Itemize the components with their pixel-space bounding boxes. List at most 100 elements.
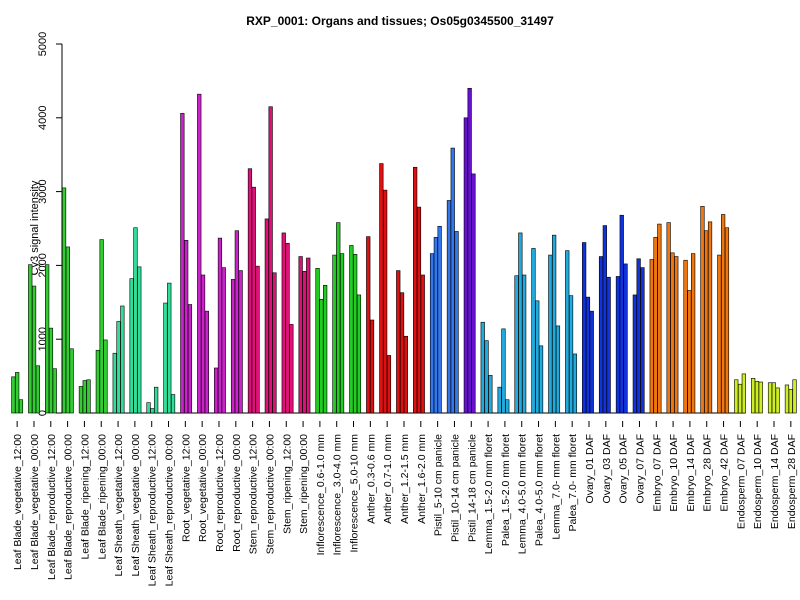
bar xyxy=(45,264,50,414)
bar xyxy=(180,113,185,414)
x-tick-label: Leaf Blade_ripening_00:00 xyxy=(96,434,108,560)
bar xyxy=(767,382,773,414)
x-tick-label: Inflorescence_3.0-4.0 mm xyxy=(332,434,344,556)
x-tick-label: Pistil_14-18 cm panicle xyxy=(466,434,478,542)
x-tick-label: Embryo_28 DAF xyxy=(702,434,714,512)
x-tick-label: Embryo_10 DAF xyxy=(668,434,680,512)
bar xyxy=(272,272,277,414)
x-tick-label: Palea_1.5-2.0 mm floret xyxy=(500,434,512,546)
bar xyxy=(221,267,226,414)
x-tick-label: Lemma_7.0- mm floret xyxy=(550,434,562,540)
bar xyxy=(112,352,117,414)
x-tick-label: Ovary_05 DAF xyxy=(618,434,630,503)
bar xyxy=(589,310,594,414)
bar xyxy=(721,214,726,414)
bar xyxy=(565,250,570,414)
bar xyxy=(674,256,679,414)
bar xyxy=(497,386,502,414)
bar xyxy=(568,295,574,414)
y-tick-label: 3000 xyxy=(37,179,49,203)
bar xyxy=(501,328,506,414)
x-tick-label: Leaf Sheath_reproductive_00:00 xyxy=(164,434,176,587)
bar xyxy=(247,168,253,414)
y-axis-label: Cy3 signal intensity xyxy=(29,180,41,275)
x-tick-label: Leaf Blade_vegetative_12:00 xyxy=(12,434,24,570)
bar xyxy=(146,402,151,414)
bar xyxy=(35,365,40,414)
bar xyxy=(167,282,172,414)
bar xyxy=(632,294,637,414)
bar xyxy=(734,379,739,414)
bar xyxy=(602,225,607,414)
bar xyxy=(704,230,709,414)
x-tick-labels: Leaf Blade_vegetative_12:00 Leaf Blade_ve… xyxy=(12,421,798,587)
bar xyxy=(429,253,435,414)
x-tick-label: Lemma_4.0-5.0 mm floret xyxy=(517,434,529,554)
bar xyxy=(386,355,392,414)
x-tick-label: Leaf Blade_reproductive_12:00 xyxy=(46,434,58,580)
x-tick-label: Stem_ripening_00:00 xyxy=(298,434,310,534)
bar xyxy=(48,327,54,414)
bar xyxy=(285,242,290,414)
bar xyxy=(724,227,730,414)
bar xyxy=(788,389,793,414)
bar xyxy=(437,225,442,414)
x-tick-label: Root_reproductive_12:00 xyxy=(214,434,226,552)
bar xyxy=(332,254,337,414)
bar xyxy=(717,254,722,414)
bar xyxy=(514,275,519,414)
bar xyxy=(531,248,536,414)
bar xyxy=(707,221,713,414)
bar xyxy=(86,379,91,414)
bar xyxy=(52,368,57,414)
x-tick-label: Endosperm_10 DAF xyxy=(752,434,764,529)
bar xyxy=(163,302,168,414)
bar xyxy=(538,345,544,414)
bar xyxy=(657,223,662,414)
x-tick-label: Embryo_07 DAF xyxy=(651,434,663,512)
x-tick-label: Leaf Blade_reproductive_00:00 xyxy=(63,434,75,580)
bar xyxy=(150,408,155,414)
x-tick-label: Anther_1.2-1.5 mm xyxy=(399,434,411,524)
x-tick-label: Anther_0.3-0.6 mm xyxy=(365,434,377,524)
bar xyxy=(356,294,362,414)
bar xyxy=(230,279,236,414)
y-tick-label: 4000 xyxy=(37,106,49,130)
bar xyxy=(615,276,621,414)
bar xyxy=(255,265,260,414)
x-tick-label: Leaf Blade_vegetative_00:00 xyxy=(29,434,41,570)
bar xyxy=(687,290,692,414)
bars xyxy=(11,87,797,414)
x-tick-label: Anther_1.6-2.0 mm xyxy=(416,434,428,524)
bar xyxy=(319,299,324,414)
x-tick-label: Pistil_10-14 cm panicle xyxy=(449,434,461,542)
bar xyxy=(129,278,134,414)
bar xyxy=(61,187,67,414)
bar xyxy=(649,259,654,414)
bar xyxy=(298,256,303,414)
x-tick-label: Leaf Sheath_vegetative_12:00 xyxy=(113,434,125,577)
bar xyxy=(289,324,294,414)
x-tick-label: Root_vegetative_00:00 xyxy=(197,434,209,542)
x-tick-label: Ovary_01 DAF xyxy=(584,434,596,503)
bar xyxy=(454,231,459,414)
bar xyxy=(467,87,472,414)
bar xyxy=(251,186,256,414)
x-tick-label: Embryo_14 DAF xyxy=(685,434,697,512)
x-tick-label: Endosperm_28 DAF xyxy=(786,434,798,529)
x-tick-label: Inflorescence_5.0-10 mm xyxy=(349,434,361,553)
bar xyxy=(302,270,307,414)
bar xyxy=(18,399,24,414)
x-tick-label: Pistil_5-10 cm panicle xyxy=(433,434,445,536)
bar xyxy=(65,246,70,414)
bar xyxy=(217,237,223,414)
bar xyxy=(306,257,311,414)
bar xyxy=(197,93,202,414)
bar xyxy=(187,304,193,414)
bar xyxy=(336,222,341,414)
bar xyxy=(204,310,209,414)
bar xyxy=(488,375,493,414)
bar xyxy=(623,263,628,414)
bar xyxy=(413,166,418,414)
bar xyxy=(366,236,371,414)
